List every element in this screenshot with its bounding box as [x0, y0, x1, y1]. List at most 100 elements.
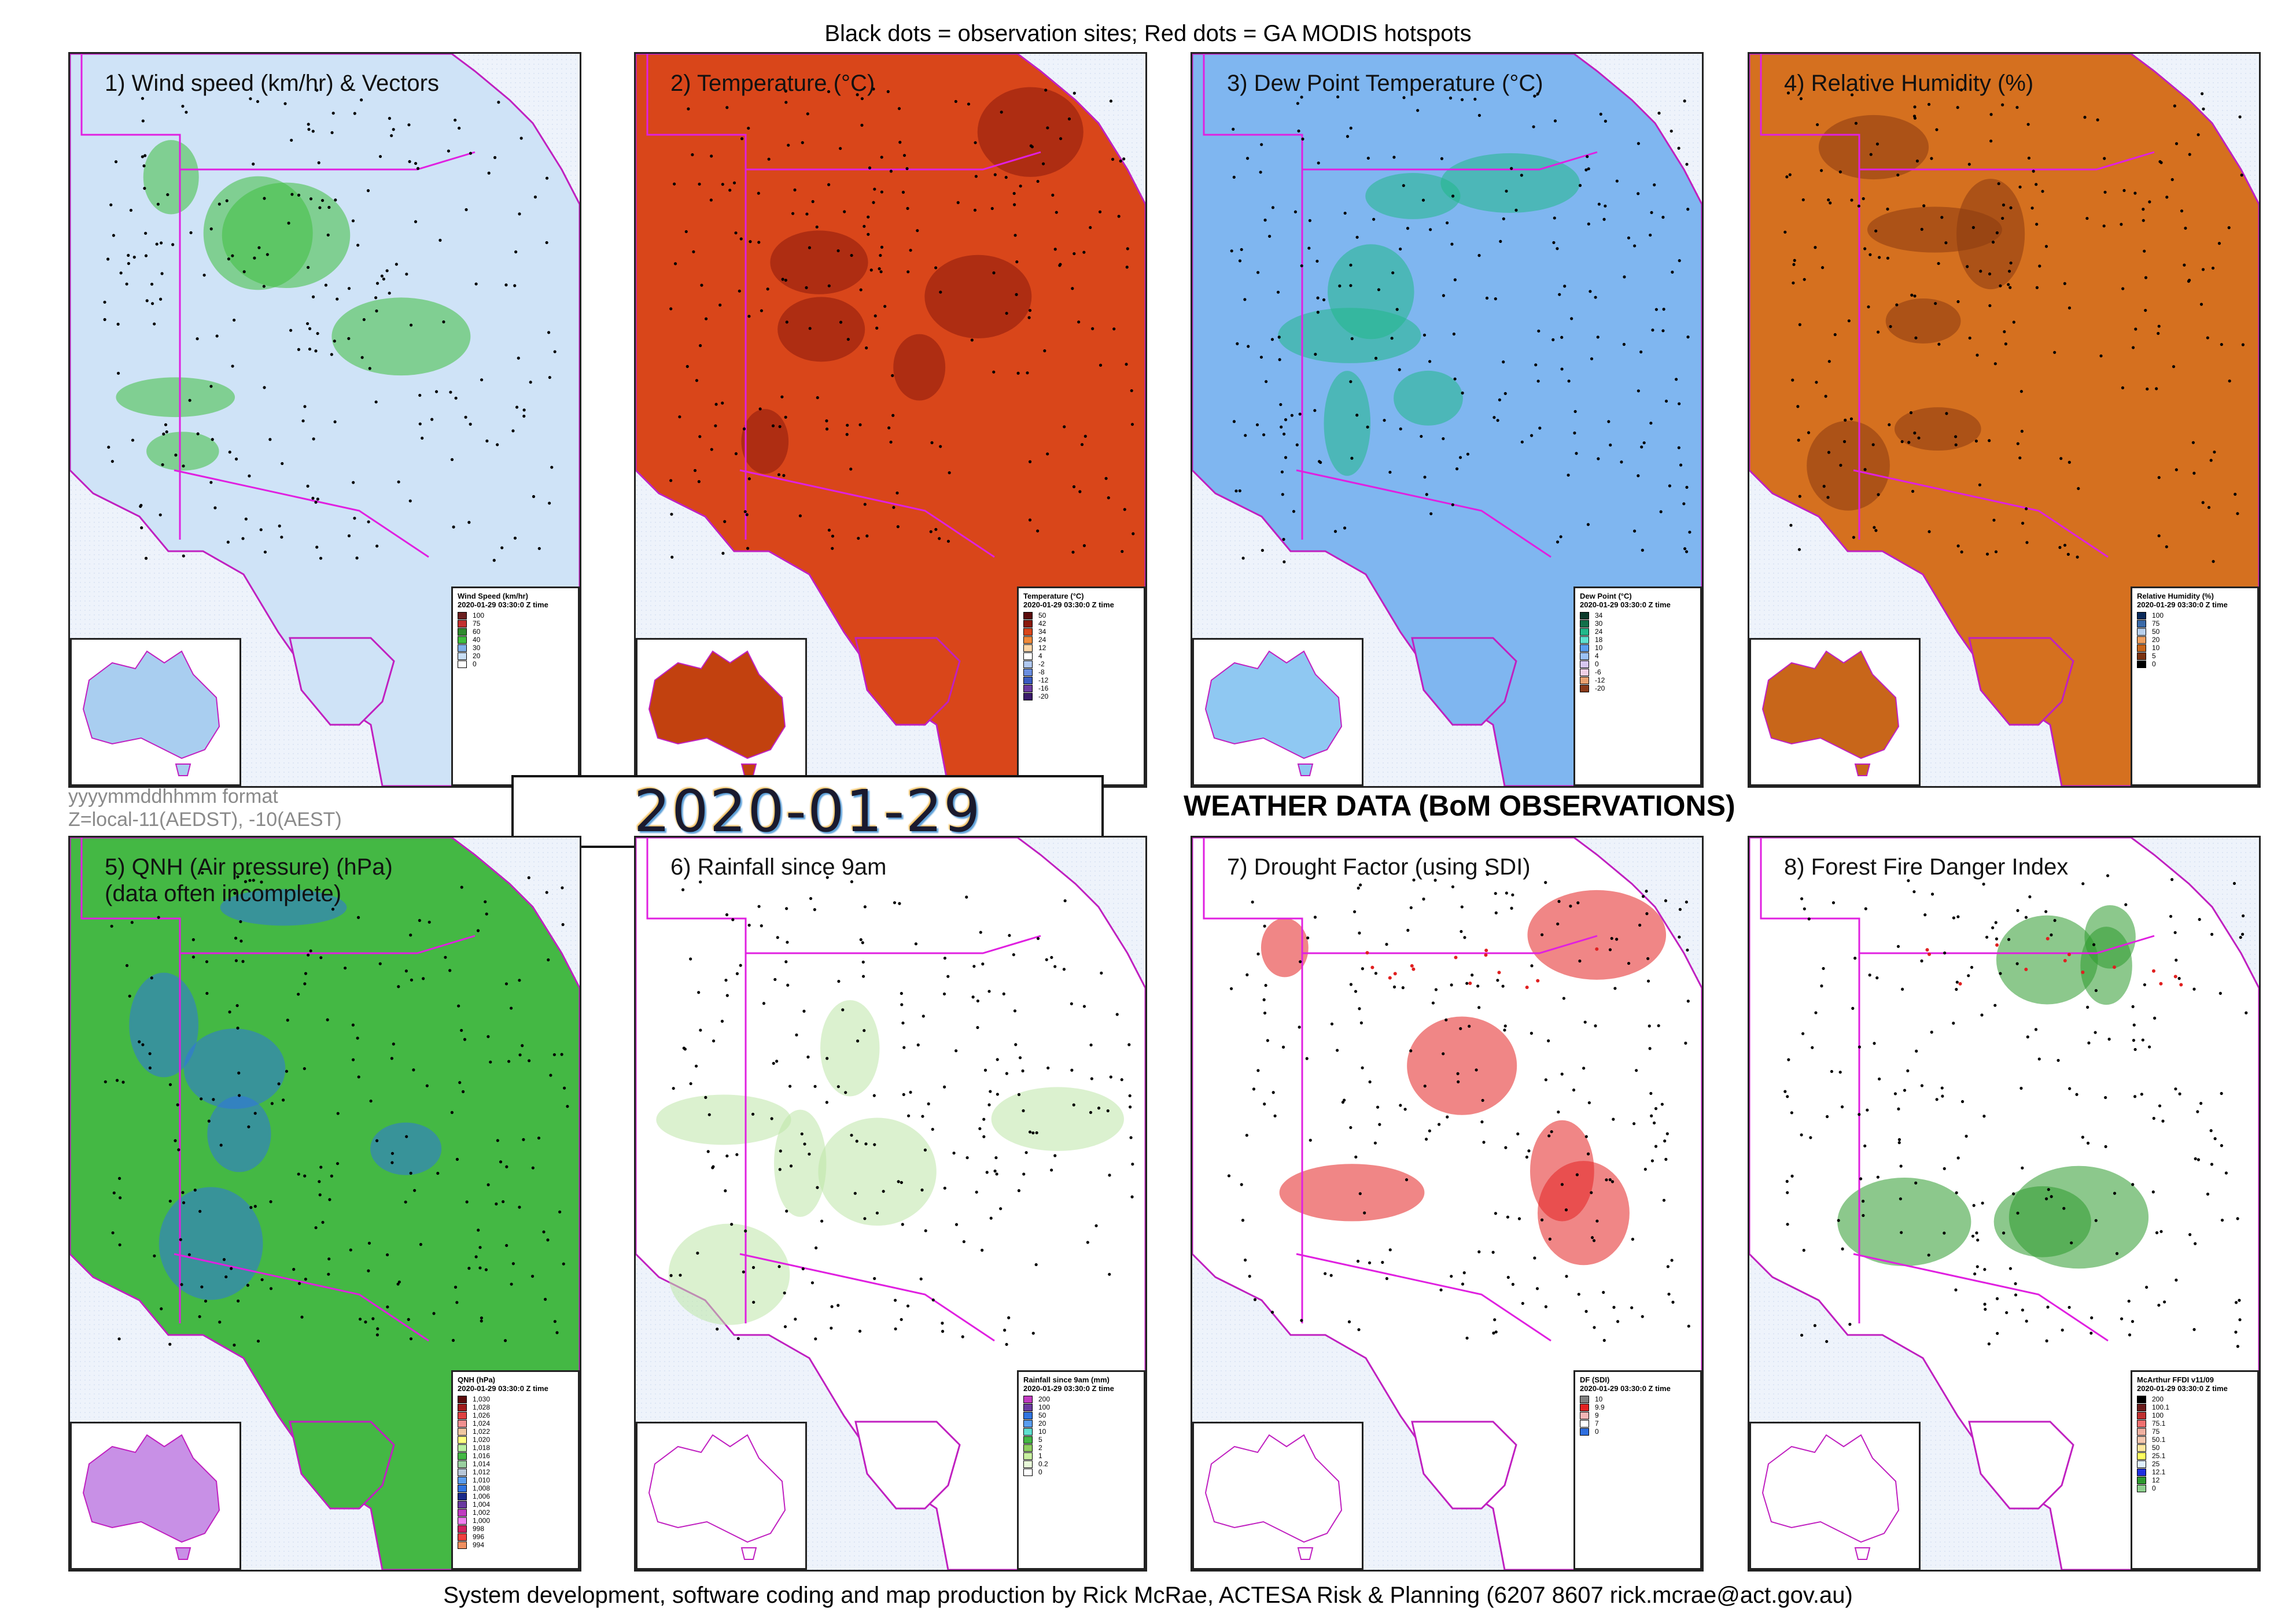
- observation-site-dot: [162, 432, 165, 436]
- legend-label: 0: [473, 660, 477, 668]
- observation-site-dot: [1876, 330, 1880, 334]
- observation-site-dot: [1034, 1263, 1038, 1267]
- observation-site-dot: [1841, 1247, 1844, 1251]
- observation-site-dot: [161, 463, 164, 467]
- observation-site-dot: [1082, 250, 1086, 254]
- observation-site-dot: [1564, 1208, 1568, 1212]
- observation-site-dot: [1349, 380, 1352, 383]
- observation-site-dot: [1877, 493, 1880, 496]
- observation-site-dot: [1028, 309, 1032, 312]
- legend-label: 9: [1595, 1411, 1599, 1419]
- observation-site-dot: [725, 106, 729, 109]
- observation-site-dot: [1792, 281, 1795, 285]
- observation-site-dot: [1238, 489, 1241, 493]
- observation-site-dot: [1358, 1192, 1362, 1196]
- observation-site-dot: [1906, 1069, 1910, 1072]
- observation-site-dot: [241, 537, 245, 540]
- observation-site-dot: [687, 107, 690, 110]
- legend-swatch: [458, 628, 467, 636]
- observation-site-dot: [2240, 932, 2245, 936]
- observation-site-dot: [853, 1192, 857, 1195]
- observation-site-dot: [311, 496, 315, 500]
- observation-site-dot: [522, 414, 526, 418]
- observation-site-dot: [1667, 1292, 1671, 1296]
- observation-site-dot: [1899, 1164, 1903, 1168]
- observation-site-dot: [1886, 256, 1890, 260]
- legend-swatch: [458, 1541, 467, 1549]
- observation-site-dot: [390, 134, 393, 138]
- observation-site-dot: [2144, 276, 2148, 279]
- observation-site-dot: [1282, 560, 1286, 563]
- observation-site-dot: [1662, 308, 1665, 311]
- observation-site-dot: [119, 1196, 122, 1200]
- observation-site-dot: [861, 960, 865, 964]
- observation-site-dot: [1270, 338, 1274, 341]
- observation-site-dot: [2131, 1183, 2135, 1186]
- legend-swatch: [1023, 684, 1033, 692]
- observation-site-dot: [487, 171, 491, 175]
- observation-site-dot: [1623, 275, 1626, 279]
- observation-site-dot: [1496, 979, 1499, 982]
- observation-site-dot: [2044, 1197, 2048, 1201]
- observation-site-dot: [150, 282, 154, 286]
- observation-site-dot: [800, 1132, 804, 1136]
- observation-site-dot: [316, 497, 319, 501]
- field-region: [183, 1028, 286, 1109]
- observation-site-dot: [1442, 437, 1445, 441]
- observation-site-dot: [1502, 360, 1505, 364]
- observation-site-dot: [830, 1326, 833, 1330]
- observation-site-dot: [1259, 171, 1262, 174]
- observation-site-dot: [1867, 305, 1870, 309]
- observation-site-dot: [487, 1035, 490, 1038]
- observation-site-dot: [1811, 1046, 1814, 1049]
- observation-site-dot: [1978, 483, 1982, 486]
- observation-site-dot: [873, 1277, 876, 1281]
- observation-site-dot: [872, 1094, 876, 1097]
- legend-row: 50: [2137, 1444, 2253, 1452]
- observation-site-dot: [234, 936, 238, 940]
- observation-site-dot: [2050, 1195, 2053, 1198]
- observation-site-dot: [1686, 335, 1690, 339]
- observation-site-dot: [916, 229, 919, 233]
- observation-site-dot: [2002, 203, 2006, 207]
- observation-site-dot: [2141, 1038, 2144, 1042]
- observation-site-dot: [357, 1075, 360, 1079]
- observation-site-dot: [718, 303, 722, 307]
- observation-site-dot: [110, 924, 113, 928]
- observation-site-dot: [237, 1071, 241, 1075]
- observation-site-dot: [1670, 1259, 1674, 1262]
- observation-site-dot: [1361, 967, 1364, 971]
- observation-site-dot: [689, 1082, 692, 1086]
- observation-site-dot: [2140, 1093, 2143, 1096]
- observation-site-dot: [160, 1307, 163, 1311]
- observation-site-dot: [976, 999, 979, 1003]
- observation-site-dot: [319, 556, 323, 560]
- observation-site-dot: [2220, 1218, 2224, 1222]
- observation-site-dot: [1276, 290, 1280, 294]
- field-region: [1837, 1177, 1971, 1266]
- observation-site-dot: [1897, 1141, 1901, 1145]
- observation-site-dot: [213, 506, 217, 510]
- observation-site-dot: [544, 1297, 547, 1301]
- observation-site-dot: [1586, 523, 1590, 526]
- observation-site-dot: [2012, 1192, 2015, 1196]
- observation-site-dot: [409, 1171, 412, 1175]
- observation-site-dot: [1913, 294, 1917, 298]
- legend-row: 1,012: [458, 1468, 573, 1476]
- observation-site-dot: [2067, 306, 2072, 309]
- observation-site-dot: [2007, 283, 2010, 286]
- observation-site-dot: [2030, 206, 2034, 210]
- state-border: [739, 469, 995, 558]
- observation-site-dot: [1252, 1087, 1256, 1091]
- observation-site-dot: [1854, 121, 1858, 125]
- observation-site-dot: [1361, 1066, 1364, 1069]
- observation-site-dot: [434, 390, 438, 393]
- observation-site-dot: [1446, 1115, 1449, 1119]
- observation-site-dot: [2196, 1110, 2199, 1113]
- observation-site-dot: [1873, 526, 1876, 529]
- observation-site-dot: [1991, 241, 1995, 244]
- observation-site-dot: [530, 1274, 535, 1278]
- legend-row: 10: [2137, 644, 2253, 652]
- legend-label: 10: [2152, 644, 2160, 652]
- observation-site-dot: [1590, 357, 1594, 360]
